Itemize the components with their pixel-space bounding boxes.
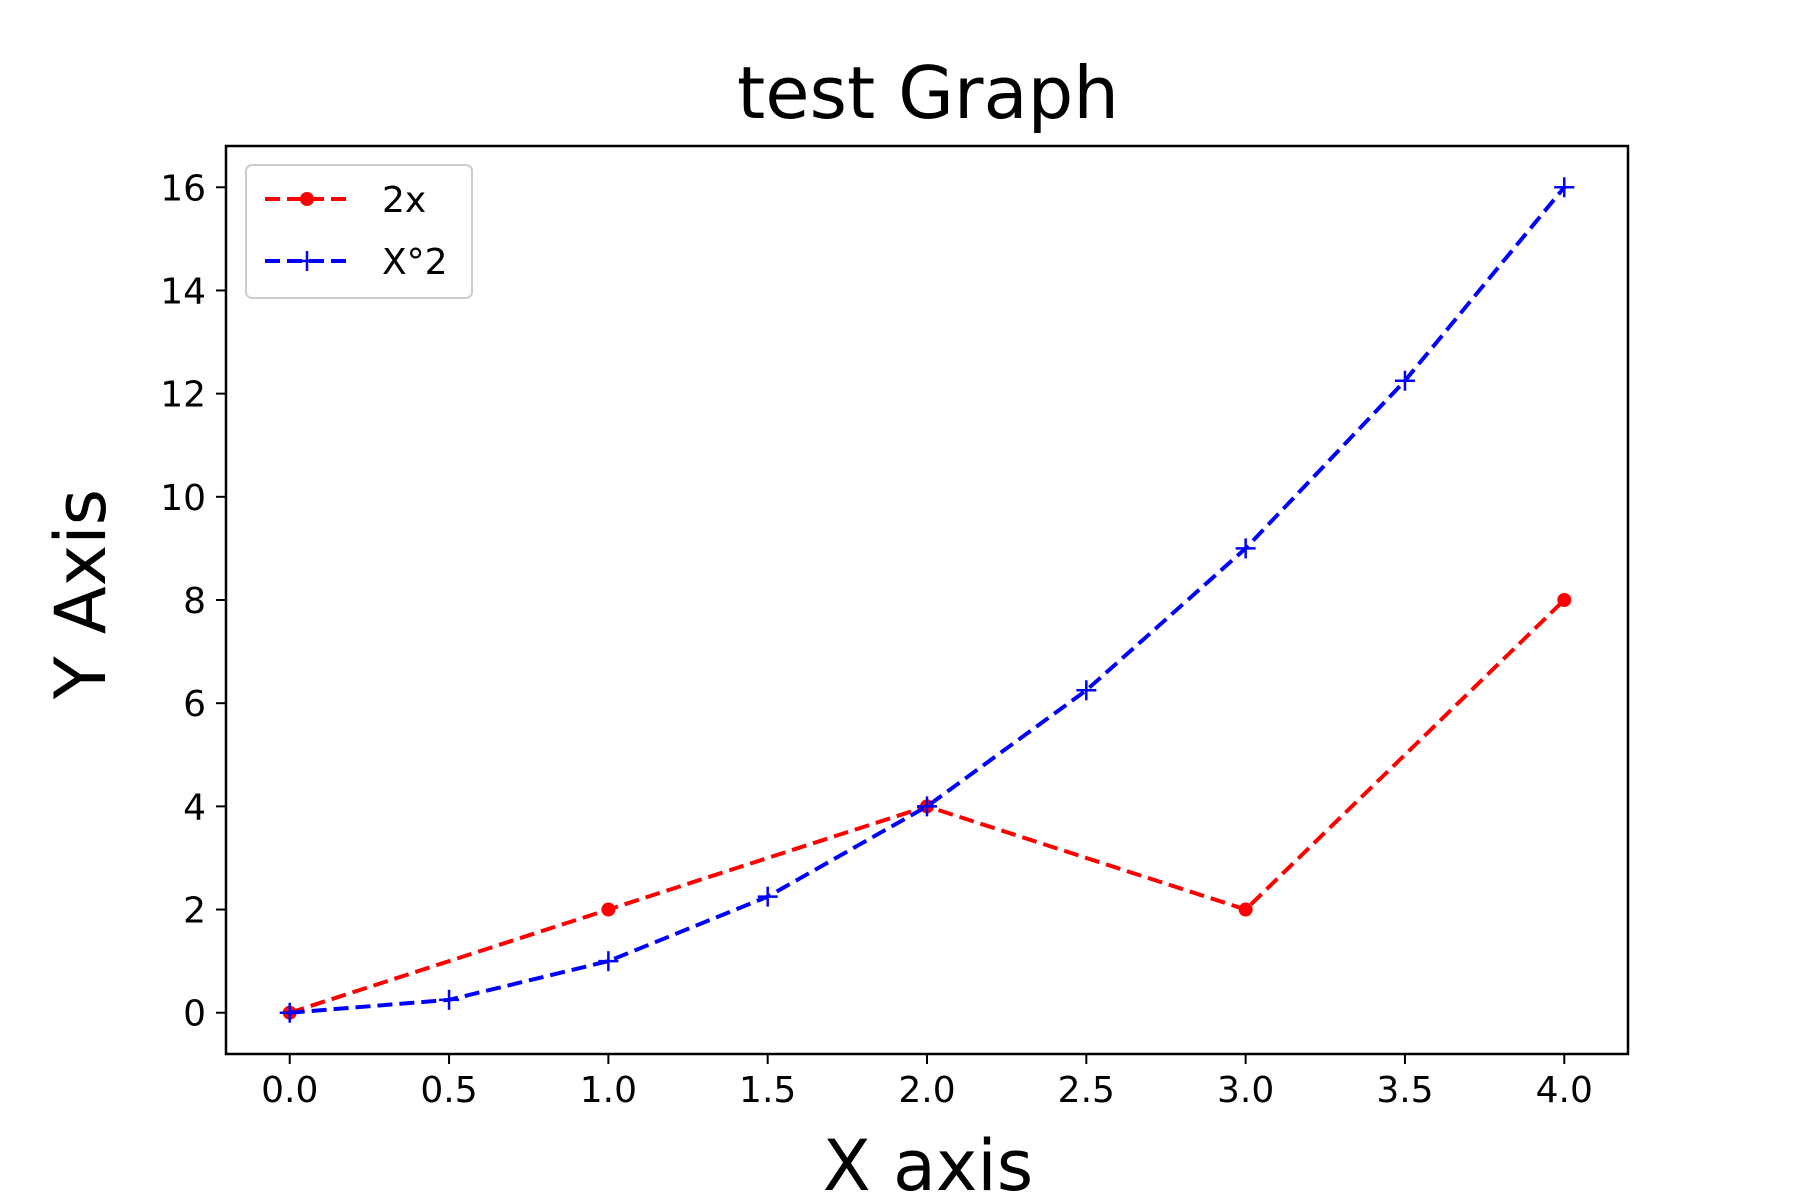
series-2-point: [917, 796, 937, 817]
x-tick-label: 0.5: [420, 1070, 477, 1111]
x-tick-label: 4.0: [1536, 1070, 1593, 1111]
series-2-point: [1076, 680, 1097, 701]
chart-title: test Graph: [737, 51, 1119, 135]
series-1-point: [1557, 593, 1572, 607]
series-2-line: [289, 186, 1566, 1015]
series-1-point: [601, 902, 616, 917]
series-2-point: [1394, 370, 1415, 391]
x-tick-label: 0.0: [261, 1070, 318, 1111]
legend-entry-2-label: X°2: [382, 242, 448, 283]
x-axis-title: X axis: [823, 1125, 1033, 1200]
legend-entry-1: 2x: [265, 180, 426, 221]
series-layer: [279, 177, 1575, 1023]
x-tick-label: 3.0: [1217, 1070, 1274, 1111]
x-axis-ticks: 0.0 0.5 1.0 1.5 2.0 2.5 3.0 3.5 4.0: [261, 1054, 1593, 1111]
y-tick-label: 16: [160, 168, 206, 209]
x-tick-label: 2.0: [898, 1070, 955, 1111]
x-tick-label: 1.5: [739, 1070, 796, 1111]
y-tick-label: 8: [183, 581, 206, 622]
series-2-point: [279, 1002, 300, 1023]
series-2-point: [1554, 177, 1575, 198]
series-2: [279, 177, 1575, 1023]
x-tick-label: 1.0: [580, 1070, 637, 1111]
y-tick-label: 4: [183, 787, 206, 828]
series-2-point: [439, 989, 460, 1010]
x-tick-label: 2.5: [1058, 1070, 1115, 1111]
series-1-point: [1238, 902, 1253, 917]
x-tick-label: 3.5: [1376, 1070, 1433, 1111]
y-tick-label: 14: [160, 271, 206, 312]
legend-entry-2: X°2: [265, 242, 448, 283]
series-2-point: [757, 886, 778, 907]
y-tick-label: 2: [183, 891, 206, 932]
legend-entry-2-point: [297, 251, 317, 271]
y-tick-label: 6: [183, 684, 206, 725]
y-tick-label: 10: [160, 478, 206, 519]
legend-entries: 2x X°2: [265, 180, 448, 283]
y-axis-ticks: 0 2 4 6 8 10 12 14 16: [160, 168, 226, 1035]
legend-entry-1-point: [300, 192, 314, 206]
legend-entry-1-label: 2x: [382, 180, 426, 221]
legend: 2x X°2: [245, 164, 473, 299]
y-tick-label: 12: [160, 375, 206, 416]
y-tick-label: 0: [183, 994, 206, 1035]
series-2-point: [1235, 538, 1256, 559]
series-2-point: [598, 951, 619, 972]
y-axis-title: Y Axis: [40, 489, 122, 700]
